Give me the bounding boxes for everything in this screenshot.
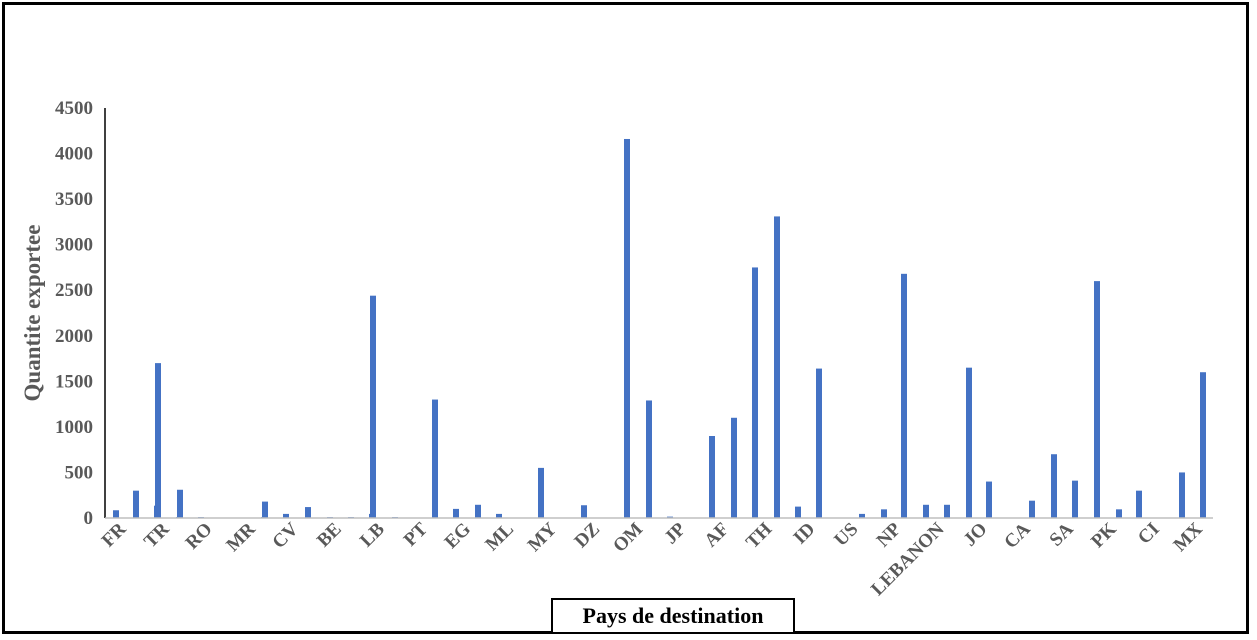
x-tick-label: PK xyxy=(1087,519,1121,553)
bar xyxy=(177,489,183,518)
bar xyxy=(624,138,630,518)
x-tick-label: CA xyxy=(1000,518,1034,552)
y-tick-label: 1000 xyxy=(55,417,93,438)
bar xyxy=(581,505,587,518)
bar xyxy=(113,510,119,518)
x-tick-label: EG xyxy=(441,519,475,553)
bar xyxy=(453,508,459,518)
y-tick-labels: 0 500 1000 1500 2000 2500 3000 3500 4000 4500 xyxy=(55,98,93,529)
bar xyxy=(1051,454,1057,518)
x-tick-label: PT xyxy=(400,518,432,550)
bar xyxy=(944,504,950,518)
x-tick-label: FR xyxy=(98,518,131,551)
x-tick-label: OM xyxy=(609,519,647,557)
x-tick-label: CI xyxy=(1134,519,1164,549)
bar xyxy=(1179,472,1185,518)
x-tick-label: AF xyxy=(700,519,733,552)
y-tick-label: 0 xyxy=(84,508,94,529)
x-tick-label: TR xyxy=(140,518,174,552)
bar xyxy=(262,501,268,518)
x-tick-label: JP xyxy=(660,518,690,548)
bar xyxy=(432,399,438,518)
bar xyxy=(1094,281,1100,518)
bar xyxy=(1116,509,1122,518)
x-tick-label: MY xyxy=(524,518,561,555)
x-tick-label: ML xyxy=(481,519,517,555)
x-tick-label: ID xyxy=(790,519,820,549)
bar xyxy=(901,273,907,518)
bar xyxy=(731,417,737,518)
bar xyxy=(1136,490,1142,518)
x-tick-label: BE xyxy=(313,519,346,552)
bar xyxy=(986,481,992,518)
x-tick-labels: FR TR RO MR CV BE LB PT EG ML MY DZ OM JP AF TH ID US NPLE… xyxy=(98,518,1207,600)
bar xyxy=(1200,372,1206,518)
bar xyxy=(816,368,822,518)
bar xyxy=(1029,500,1035,518)
bar xyxy=(923,504,929,518)
bar xyxy=(538,467,544,518)
bar xyxy=(646,400,652,518)
x-tick-label: TH xyxy=(742,519,776,553)
bar xyxy=(966,367,972,518)
x-axis-label: Pays de destination xyxy=(551,598,795,634)
bar xyxy=(859,513,865,518)
y-tick-label: 1500 xyxy=(55,371,93,392)
x-tick-label: LB xyxy=(356,518,389,551)
y-tick-label: 4000 xyxy=(55,144,93,165)
x-tick-label: RO xyxy=(182,519,217,554)
x-tick-label: MR xyxy=(222,518,259,555)
chart-frame: 0 500 1000 1500 2000 2500 3000 3500 4000 4500 FR T… xyxy=(2,2,1249,634)
y-tick-label: 3500 xyxy=(55,189,93,210)
x-tick-label: NP xyxy=(873,518,906,551)
bar xyxy=(370,295,376,518)
y-tick-label: 500 xyxy=(65,462,94,483)
x-tick-label: DZ xyxy=(571,519,605,553)
bar xyxy=(1072,480,1078,518)
x-tick-label: SA xyxy=(1046,518,1078,550)
y-tick-label: 2500 xyxy=(55,280,93,301)
bar xyxy=(709,436,715,518)
bar xyxy=(496,513,502,518)
bar xyxy=(475,504,481,518)
y-tick-label: 3000 xyxy=(55,235,93,256)
bar-chart: 0 500 1000 1500 2000 2500 3000 3500 4000 4500 FR T… xyxy=(20,98,1213,600)
x-tick-label: US xyxy=(830,519,862,551)
bar xyxy=(881,509,887,518)
bar xyxy=(133,490,139,518)
y-tick-label: 4500 xyxy=(55,98,93,119)
bar xyxy=(795,506,801,518)
bar xyxy=(774,216,780,518)
bar xyxy=(752,267,758,518)
y-tick-label: 2000 xyxy=(55,326,93,347)
y-axis-label: Quantite exportee xyxy=(20,225,45,402)
bars-group xyxy=(113,138,1206,518)
bar xyxy=(305,507,311,518)
bar xyxy=(283,513,289,518)
x-tick-label: MX xyxy=(1170,518,1207,555)
x-tick-label: CV xyxy=(268,518,302,552)
x-tick-label: JO xyxy=(960,519,992,551)
bar xyxy=(155,363,161,518)
